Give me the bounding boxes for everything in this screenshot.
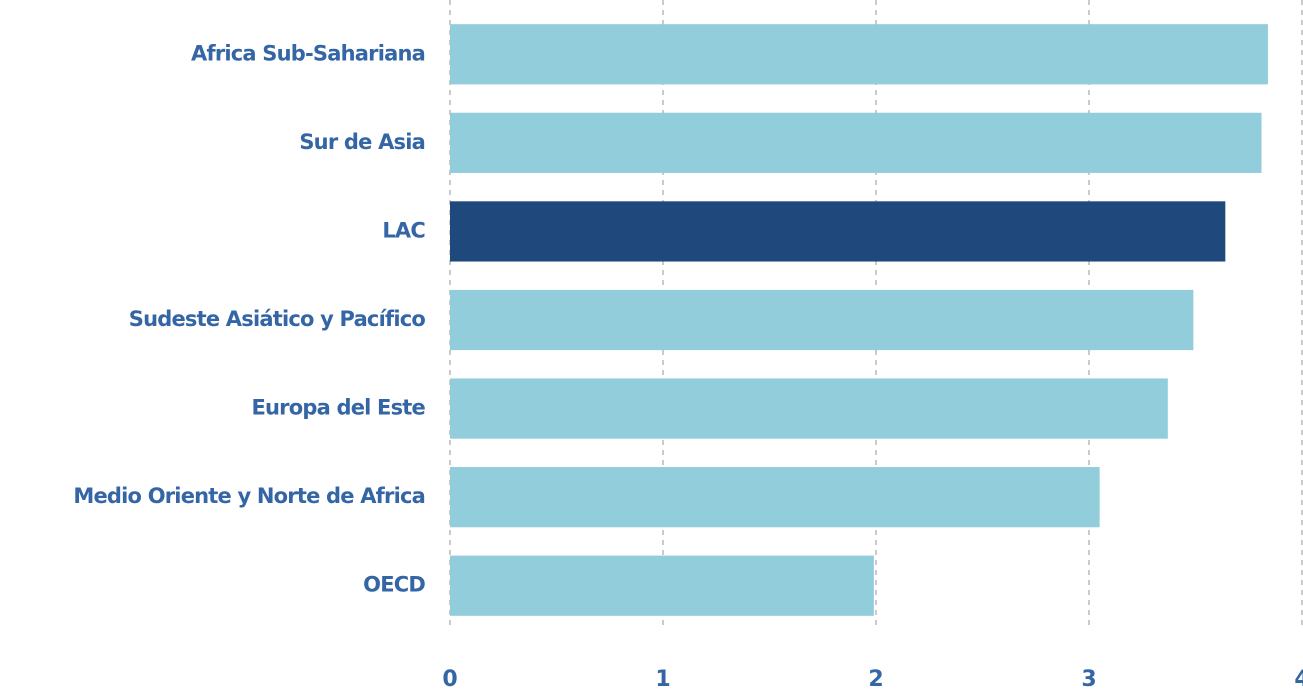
bar — [450, 378, 1168, 439]
y-tick-label: Africa Sub-Sahariana — [191, 41, 425, 65]
x-tick-label: 4 — [1294, 667, 1303, 689]
bar — [450, 201, 1226, 262]
bar — [450, 112, 1262, 173]
x-tick-label: 0 — [442, 667, 457, 689]
bar — [450, 289, 1194, 351]
y-tick-label: Sur de Asia — [299, 130, 425, 154]
y-tick-label: Medio Oriente y Norte de Africa — [73, 484, 425, 508]
x-tick-label: 1 — [655, 667, 670, 689]
y-tick-label: Europa del Este — [251, 396, 425, 420]
bar — [450, 555, 874, 616]
x-tick-label: 3 — [1081, 667, 1096, 689]
y-tick-label: LAC — [382, 218, 425, 242]
y-tick-label: OECD — [363, 573, 425, 597]
bar — [450, 467, 1100, 528]
bar — [450, 24, 1268, 85]
x-tick-label: 2 — [868, 667, 883, 689]
y-tick-label: Sudeste Asiático y Pacífico — [129, 307, 426, 331]
